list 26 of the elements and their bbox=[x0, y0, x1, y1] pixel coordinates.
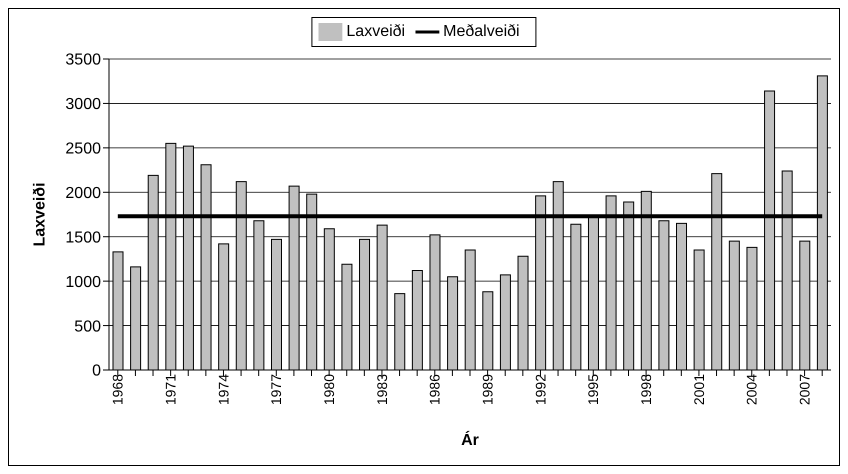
x-tick-label: 1980 bbox=[321, 374, 338, 406]
x-tick-label: 1971 bbox=[162, 374, 179, 406]
y-tick-label: 0 bbox=[92, 362, 102, 380]
x-tick-label: 2004 bbox=[744, 374, 760, 406]
x-tick-label: 1983 bbox=[374, 374, 390, 406]
x-tick-label: 1998 bbox=[638, 374, 654, 406]
y-tick-label: 1000 bbox=[65, 274, 102, 291]
y-tick-label: 1500 bbox=[65, 229, 102, 246]
y-tick-label: 500 bbox=[74, 318, 102, 336]
y-tick-label: 2500 bbox=[65, 140, 102, 158]
y-tick-label: 3000 bbox=[65, 96, 102, 114]
x-axis-title: Ár bbox=[461, 430, 479, 449]
x-tick-label: 1968 bbox=[110, 374, 126, 406]
legend-label: Meðalveiði bbox=[443, 23, 520, 40]
y-tick-label: 2000 bbox=[65, 184, 102, 202]
legend-label: Laxveiði bbox=[346, 23, 406, 40]
x-tick-label: 2007 bbox=[796, 374, 813, 406]
y-tick-label: 3500 bbox=[65, 52, 102, 69]
x-tick-label: 1977 bbox=[268, 374, 284, 406]
y-axis-title: Laxveiði bbox=[32, 182, 49, 247]
x-tick-label: 1995 bbox=[585, 374, 602, 406]
x-tick-label: 2001 bbox=[690, 374, 707, 406]
x-tick-label: 1986 bbox=[426, 374, 443, 406]
x-tick-label: 1992 bbox=[532, 374, 548, 406]
x-tick-label: 1989 bbox=[480, 374, 496, 406]
x-tick-label: 1974 bbox=[215, 374, 232, 406]
